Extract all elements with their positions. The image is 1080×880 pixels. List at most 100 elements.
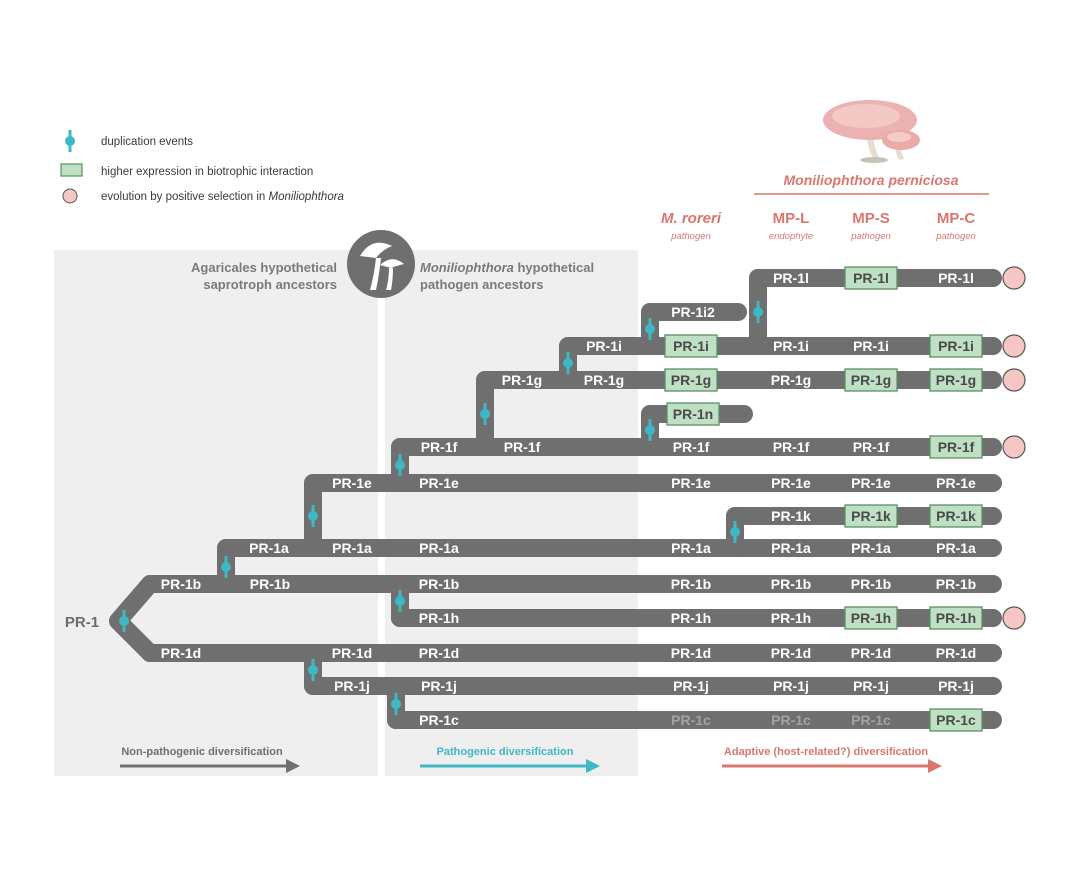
root-label: PR-1	[65, 614, 99, 631]
tip-label-j: PR-1j	[853, 678, 889, 694]
branch-label: PR-1d	[332, 645, 372, 661]
legend-selection: evolution by positive selection in Monil…	[101, 191, 344, 203]
duplication-marker	[221, 556, 231, 578]
tip-label-g: PR-1g	[671, 372, 711, 388]
branch-label: PR-1a	[249, 540, 289, 556]
expression-box	[929, 606, 983, 630]
branch-label: PR-1d	[419, 645, 459, 661]
tip-label-d: PR-1d	[671, 645, 711, 661]
column-subheader-2: endophyte	[769, 231, 813, 242]
tip-label-f: PR-1f	[853, 439, 890, 455]
duplication-marker	[480, 403, 490, 425]
tip-label-i2: PR-1i2	[671, 304, 715, 320]
branch-label: PR-1f	[504, 439, 541, 455]
duplication-marker	[645, 318, 655, 340]
arrow-non-pathogenic-head	[286, 759, 300, 773]
column-header-1: M. roreri	[661, 210, 722, 227]
arrow-pathogenic-head	[586, 759, 600, 773]
duplication-marker	[395, 590, 405, 612]
arrow-non-pathogenic: Non-pathogenic diversification	[120, 746, 300, 773]
expression-box	[664, 334, 718, 358]
expression-box	[666, 402, 720, 426]
tip-label-a: PR-1a	[671, 540, 711, 556]
duplication-icon	[65, 130, 75, 152]
duplication-marker	[308, 505, 318, 527]
column-header-4: MP-C	[937, 210, 975, 227]
arrow-pathogenic: Pathogenic diversification	[420, 746, 600, 773]
duplication-marker	[391, 693, 401, 715]
tip-label-n: PR-1n	[673, 406, 713, 422]
tip-label-a: PR-1a	[851, 540, 891, 556]
legend: duplication events higher expression in …	[60, 130, 344, 204]
column-subheader-4: pathogen	[935, 231, 976, 242]
tip-label-i: PR-1i	[773, 338, 809, 354]
expression-box	[844, 368, 898, 392]
tip-label-b: PR-1b	[936, 576, 976, 592]
branch-label: PR-1i	[586, 338, 622, 354]
tip-label-i: PR-1i	[938, 338, 974, 354]
expression-box	[929, 368, 983, 392]
panel-agaricales	[54, 250, 378, 776]
column-header-3: MP-S	[852, 210, 890, 227]
selection-marker	[1002, 266, 1026, 290]
tip-label-d: PR-1d	[771, 645, 811, 661]
duplication-marker	[730, 521, 740, 543]
tip-label-k: PR-1k	[851, 508, 891, 524]
expression-box	[929, 334, 983, 358]
branch-label: PR-1b	[161, 576, 201, 592]
selection-marker	[1002, 368, 1026, 392]
tip-label-e: PR-1e	[936, 475, 976, 491]
tip-label-h: PR-1h	[936, 610, 976, 626]
tip-label-h: PR-1h	[851, 610, 891, 626]
expression-box	[844, 504, 898, 528]
expression-box	[844, 606, 898, 630]
branch-label: PR-1j	[421, 678, 457, 694]
branch-label: PR-1c	[419, 712, 459, 728]
arrow-adaptive: Adaptive (host-related?) diversification	[722, 746, 942, 773]
tip-label-e: PR-1e	[771, 475, 811, 491]
arrow-adaptive-label: Adaptive (host-related?) diversification	[724, 746, 928, 758]
tip-label-e: PR-1e	[851, 475, 891, 491]
selection-marker	[1002, 435, 1026, 459]
tip-label-f: PR-1f	[673, 439, 710, 455]
agaricales-title-2: saprotroph ancestors	[203, 277, 337, 292]
selection-icon	[62, 188, 78, 204]
tip-label-l: PR-1l	[938, 270, 974, 286]
mushroom-emblem-icon	[347, 230, 415, 298]
expression-icon	[60, 163, 83, 177]
arrow-pathogenic-label: Pathogenic diversification	[437, 746, 574, 758]
moniliophthora-title-1: Moniliophthora hypothetical	[420, 260, 594, 275]
column-headers: M. roreri pathogen MP-L endophyte MP-S pathog…	[661, 210, 976, 242]
branch-label: PR-1b	[250, 576, 290, 592]
connector-root	[109, 575, 159, 662]
expression-box	[664, 368, 718, 392]
tip-label-b: PR-1b	[771, 576, 811, 592]
selection-marker	[1002, 606, 1026, 630]
tree: PR-1b PR-1b PR-1d PR-1a PR-1a PR-1e PR-1a PR-1d…	[65, 266, 1026, 732]
branch-label: PR-1h	[419, 610, 459, 626]
tip-label-a: PR-1a	[771, 540, 811, 556]
duplication-marker	[395, 454, 405, 476]
branch-label: PR-1e	[419, 475, 459, 491]
tip-label-g: PR-1g	[851, 372, 891, 388]
tip-label-l: PR-1l	[853, 270, 889, 286]
legend-expression: higher expression in biotrophic interact…	[101, 166, 313, 178]
tip-label-c: PR-1c	[851, 712, 891, 728]
expression-box	[929, 435, 983, 459]
agaricales-title-1: Agaricales hypothetical	[191, 260, 337, 275]
moniliophthora-mushroom-picture	[823, 100, 920, 163]
tip-label-b: PR-1b	[671, 576, 711, 592]
duplication-marker	[645, 419, 655, 441]
legend-duplication: duplication events	[101, 136, 193, 148]
branch-label: PR-1f	[421, 439, 458, 455]
tip-label-i: PR-1i	[853, 338, 889, 354]
duplication-marker	[753, 301, 763, 323]
tip-label-j: PR-1j	[673, 678, 709, 694]
tip-label-f: PR-1f	[773, 439, 810, 455]
duplication-marker	[308, 659, 318, 681]
arrow-non-pathogenic-label: Non-pathogenic diversification	[121, 746, 283, 758]
expression-box	[929, 708, 983, 732]
column-subheader-3: pathogen	[850, 231, 891, 242]
